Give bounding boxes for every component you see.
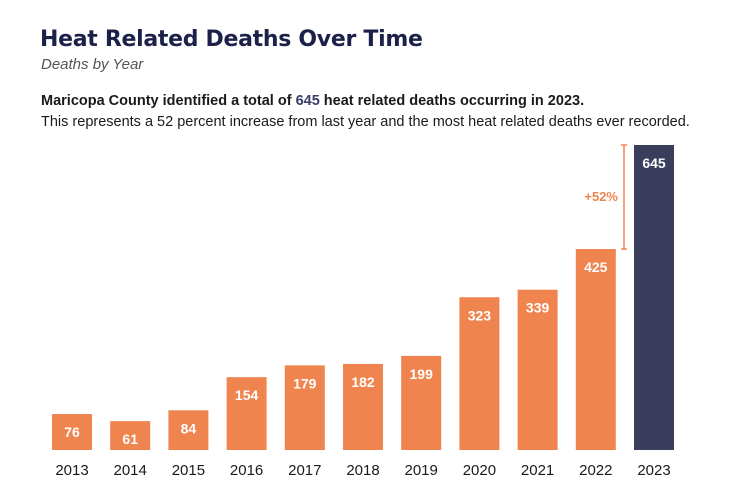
data-label-2016: 154: [235, 387, 259, 403]
bar-2020: [459, 297, 500, 450]
x-tick-label-2013: 2013: [55, 462, 88, 479]
bar-2015: [168, 410, 209, 450]
data-label-2022: 425: [584, 259, 608, 275]
data-label-2013: 76: [64, 424, 80, 440]
chart-title: Heat Related Deaths Over Time: [40, 27, 423, 52]
x-tick-label-2022: 2022: [579, 462, 612, 479]
x-tick-label-2018: 2018: [346, 462, 379, 479]
x-tick-label-2020: 2020: [463, 462, 496, 479]
x-tick-label-2015: 2015: [172, 462, 205, 479]
annotation-label: +52%: [584, 189, 618, 204]
lead-prefix: Maricopa County identified a total of: [41, 93, 296, 109]
data-label-2020: 323: [468, 307, 492, 323]
data-label-2015: 84: [181, 420, 197, 436]
lead-suffix: heat related deaths occurring in 2023.: [319, 93, 585, 109]
data-label-2021: 339: [526, 300, 550, 316]
data-label-2023: 645: [642, 155, 666, 171]
x-tick-label-2021: 2021: [521, 462, 554, 479]
x-tick-label-2023: 2023: [637, 462, 670, 479]
data-label-2014: 61: [122, 431, 138, 447]
lead-sentence: Maricopa County identified a total of 64…: [41, 93, 584, 109]
chart-subtitle: Deaths by Year: [41, 56, 144, 73]
bar-2019: [401, 355, 442, 450]
data-label-2019: 199: [410, 366, 434, 382]
bar-2018: [343, 363, 383, 450]
bar-2013: [52, 414, 92, 450]
data-label-2018: 182: [351, 374, 375, 390]
bar-2017: [284, 365, 325, 450]
description: This represents a 52 percent increase fr…: [41, 114, 690, 130]
bar-2014: [110, 421, 151, 450]
bar-2016: [226, 377, 267, 450]
bar-2022: [575, 249, 616, 450]
x-tick-label-2014: 2014: [114, 462, 147, 479]
bar-2021: [517, 289, 558, 450]
data-label-2017: 179: [293, 375, 317, 391]
x-tick-label-2019: 2019: [405, 462, 438, 479]
lead-highlight: 645: [295, 93, 320, 109]
x-tick-label-2016: 2016: [230, 462, 263, 479]
bar-2023: [634, 145, 674, 450]
x-tick-label-2017: 2017: [288, 462, 321, 479]
